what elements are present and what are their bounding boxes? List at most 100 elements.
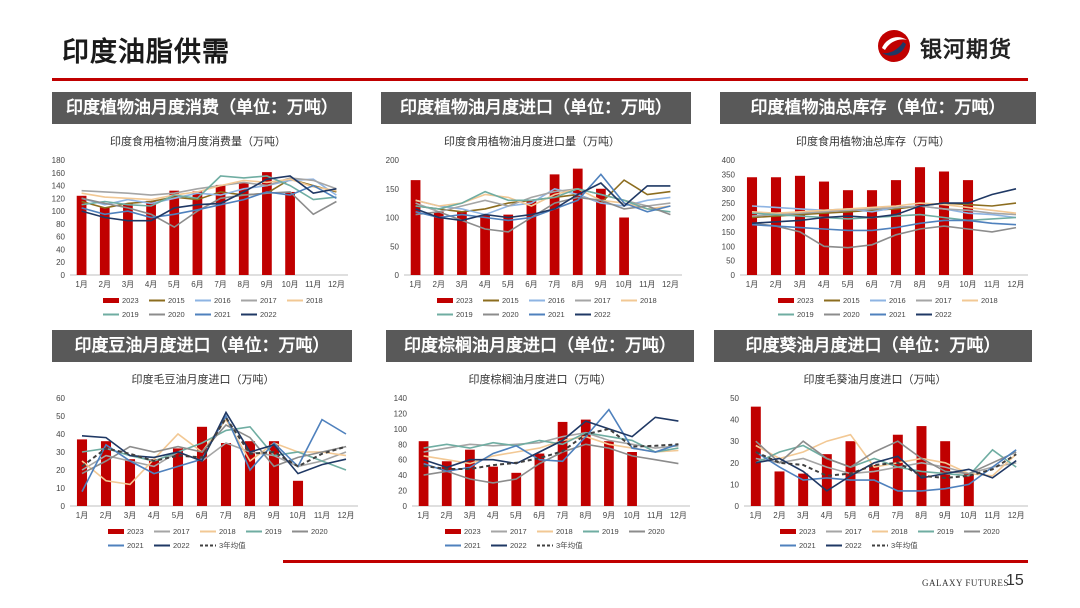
y-tick-label: 60 — [56, 394, 65, 403]
bar-2023 — [418, 441, 429, 506]
svg-text:2023: 2023 — [456, 296, 473, 305]
y-tick-label: 120 — [52, 194, 66, 203]
y-tick-label: 150 — [386, 185, 400, 194]
x-tick-label: 10月 — [290, 511, 307, 520]
panel-title-soyoil: 印度豆油月度进口（单位：万吨） — [52, 330, 352, 362]
svg-text:2018: 2018 — [219, 527, 236, 536]
chart-title: 印度食用植物油月度进口量（万吨） — [444, 134, 620, 148]
footer-divider — [283, 560, 1028, 563]
bar-2023 — [557, 421, 568, 506]
series-line-2021 — [81, 184, 337, 219]
svg-text:2021: 2021 — [464, 541, 481, 550]
legend-item: 2020 — [824, 310, 860, 319]
bar-2023 — [869, 464, 880, 506]
series-line-2017 — [751, 205, 1017, 217]
y-tick-label: 250 — [722, 199, 736, 208]
imports-chart: 印度食用植物油月度进口量（万吨） 0 50 100 150 200 1月 2月 3月 4月 5月 6月… — [372, 130, 692, 325]
x-tick-label: 6月 — [868, 511, 880, 520]
chart-title: 印度棕榈油月度进口（万吨） — [469, 372, 612, 386]
bar-2023 — [196, 426, 208, 506]
y-tick-label: 10 — [56, 484, 65, 493]
x-tick-label: 12月 — [670, 511, 687, 520]
bar-2023 — [488, 466, 498, 506]
y-tick-label: 350 — [722, 170, 736, 179]
svg-text:2023: 2023 — [797, 296, 814, 305]
x-tick-label: 9月 — [595, 280, 607, 289]
y-tick-label: 0 — [61, 502, 66, 511]
y-tick-label: 20 — [730, 459, 739, 468]
x-tick-label: 6月 — [525, 280, 537, 289]
y-tick-label: 100 — [394, 425, 408, 434]
y-tick-label: 150 — [722, 228, 736, 237]
bar-2023 — [916, 426, 927, 506]
x-tick-label: 9月 — [939, 511, 951, 520]
chart-canvas: 印度棕榈油月度进口（万吨） 0 20 40 60 80 100 120 140 1月 2月 3月 4月 5… — [394, 372, 690, 550]
x-tick-label: 2月 — [770, 280, 782, 289]
series-line-2022 — [751, 188, 1017, 225]
bar-2023 — [511, 472, 522, 506]
series-line-3年均值 — [755, 451, 1017, 479]
x-tick-label: 3月 — [464, 511, 476, 520]
svg-text:2023: 2023 — [464, 527, 481, 536]
legend-item: 2018 — [537, 527, 573, 536]
y-tick-label: 20 — [56, 466, 65, 475]
x-tick-label: 2月 — [433, 280, 445, 289]
legend-item: 2023 — [437, 296, 473, 305]
series-line-2022 — [755, 455, 1017, 492]
y-tick-label: 100 — [722, 242, 736, 251]
y-tick-label: 50 — [390, 242, 399, 251]
bar-2023 — [123, 203, 133, 275]
series-line-2016 — [751, 205, 1017, 219]
x-tick-label: 12月 — [338, 511, 355, 520]
series-line-3年均值 — [81, 415, 347, 468]
x-tick-label: 10月 — [960, 280, 977, 289]
galaxy-logo-icon — [878, 30, 910, 62]
x-tick-label: 5月 — [844, 511, 856, 520]
legend-item: 2017 — [154, 527, 190, 536]
svg-text:2019: 2019 — [265, 527, 282, 536]
x-tick-label: 9月 — [268, 511, 280, 520]
svg-text:2017: 2017 — [260, 296, 277, 305]
chart-canvas: 印度毛豆油月度进口（万吨） 0 10 20 30 40 50 60 1月 2月 3月 4月 5月 6月 7月… — [56, 372, 358, 550]
legend-item: 2020 — [629, 527, 665, 536]
consumption-chart: 印度食用植物油月度消费量（万吨） 0 20 40 60 80 100 120 140 160 180… — [38, 130, 358, 325]
y-tick-label: 60 — [398, 456, 407, 465]
x-tick-label: 9月 — [261, 280, 273, 289]
y-tick-label: 40 — [730, 416, 739, 425]
bar-2023 — [146, 200, 156, 275]
bar-2023 — [580, 419, 591, 506]
legend-item: 2023 — [780, 527, 816, 536]
x-tick-label: 7月 — [220, 511, 232, 520]
bar-2023 — [441, 461, 452, 506]
bar-2023 — [619, 217, 629, 275]
panel-title-stocks: 印度植物油总库存（单位：万吨） — [720, 92, 1036, 124]
legend-item: 2022 — [241, 310, 277, 319]
svg-text:2018: 2018 — [556, 527, 573, 536]
svg-text:2017: 2017 — [594, 296, 611, 305]
x-tick-label: 4月 — [145, 280, 157, 289]
legend-item: 2022 — [491, 541, 527, 550]
bar-2023 — [503, 214, 514, 275]
bar-2023 — [798, 473, 809, 506]
legend-item: 2017 — [575, 296, 611, 305]
y-tick-label: 100 — [52, 207, 66, 216]
series-line-2017 — [423, 431, 679, 453]
legend-item: 2020 — [292, 527, 328, 536]
y-tick-label: 0 — [735, 502, 740, 511]
svg-text:2022: 2022 — [260, 310, 277, 319]
chart-title: 印度食用植物油总库存（万吨） — [796, 134, 950, 148]
y-tick-label: 120 — [394, 409, 408, 418]
bar-2023 — [262, 172, 272, 275]
page-number: 15 — [1006, 572, 1024, 589]
x-tick-label: 5月 — [168, 280, 180, 289]
header-divider — [52, 78, 1028, 81]
series-line-2022 — [81, 175, 337, 222]
legend-item: 2019 — [778, 310, 814, 319]
legend-item: 2022 — [826, 541, 862, 550]
series-line-2020 — [423, 443, 679, 484]
legend-item: 2016 — [870, 296, 906, 305]
x-tick-label: 7月 — [892, 511, 904, 520]
x-tick-label: 11月 — [314, 511, 330, 520]
y-tick-label: 0 — [403, 502, 408, 511]
x-tick-label: 5月 — [502, 280, 514, 289]
